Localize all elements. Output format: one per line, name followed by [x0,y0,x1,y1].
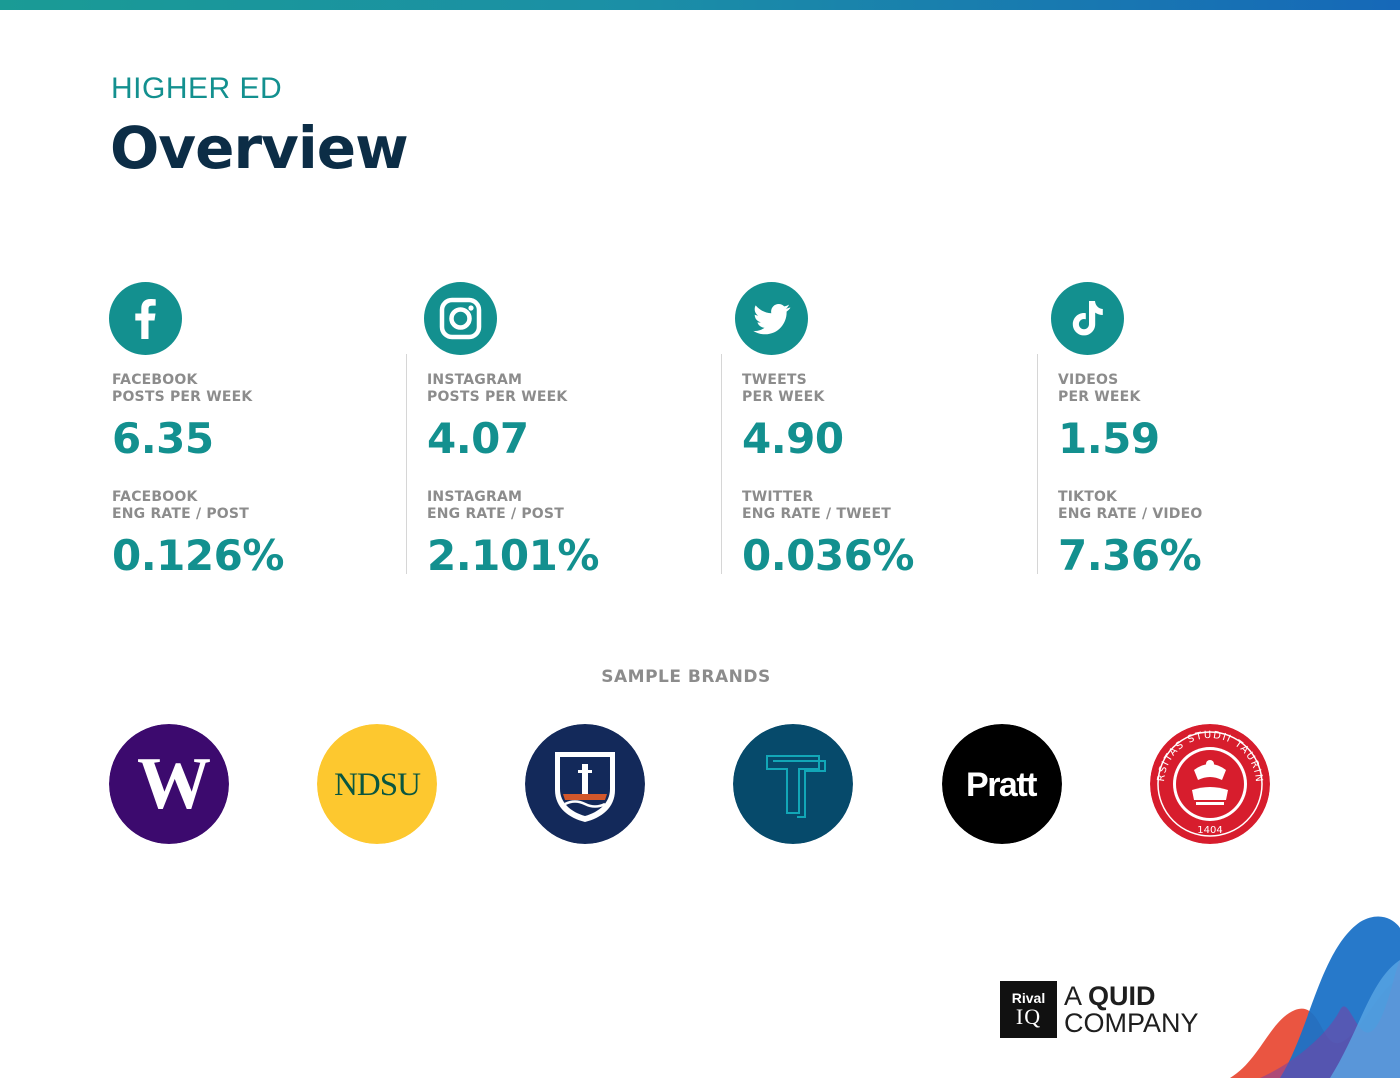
page-title: Overview [110,114,409,182]
t-logo [733,724,853,844]
rival-iq-mark: Rival IQ [1000,981,1057,1038]
sample-brands-heading: SAMPLE BRANDS [601,667,771,687]
twitter-stats: TWEETS PER WEEK 4.90 TWITTER ENG RATE / TW… [721,282,1039,582]
pratt-logo: Pratt [942,724,1062,844]
ndsu-logo-text: NDSU [334,767,421,803]
twitter-eng-label: TWITTER ENG RATE / TWEET [742,489,892,522]
twitter-icon [735,282,808,355]
instagram-posts-value: 4.07 [427,414,529,463]
svg-text:1404: 1404 [1197,825,1222,836]
facebook-posts-label: FACEBOOK POSTS PER WEEK [112,372,253,405]
section-kicker: HIGHER ED [111,72,283,105]
instagram-icon [424,282,497,355]
tiktok-icon [1051,282,1124,355]
top-accent-bar [0,0,1400,10]
shield-lighthouse-logo [525,724,645,844]
tweets-per-week-label: TWEETS PER WEEK [742,372,825,405]
decorative-waves [1230,916,1400,1078]
tiktok-eng-label: TIKTOK ENG RATE / VIDEO [1058,489,1203,522]
facebook-eng-value: 0.126% [112,531,284,580]
tiktok-eng-value: 7.36% [1058,531,1202,580]
torino-seal-logo: UNIVERSITAS STUDII TAURINENSIS 1404 [1150,724,1270,844]
pratt-logo-text: Pratt [966,766,1037,804]
rival-iq-quid-logo: Rival IQ A QUID COMPANY [1000,981,1199,1038]
instagram-eng-label: INSTAGRAM ENG RATE / POST [427,489,564,522]
twitter-eng-value: 0.036% [742,531,914,580]
facebook-stats: FACEBOOK POSTS PER WEEK 6.35 FACEBOOK ENG … [109,282,409,582]
facebook-eng-label: FACEBOOK ENG RATE / POST [112,489,249,522]
washington-logo-letter: W [137,743,211,825]
instagram-posts-label: INSTAGRAM POSTS PER WEEK [427,372,568,405]
facebook-posts-value: 6.35 [112,414,214,463]
instagram-stats: INSTAGRAM POSTS PER WEEK 4.07 INSTAGRAM EN… [406,282,724,582]
washington-logo: W [109,724,229,844]
videos-per-week-value: 1.59 [1058,414,1160,463]
instagram-eng-value: 2.101% [427,531,599,580]
tweets-per-week-value: 4.90 [742,414,844,463]
quid-company-text: A QUID COMPANY [1064,980,1199,1038]
tiktok-stats: VIDEOS PER WEEK 1.59 TIKTOK ENG RATE / VID… [1037,282,1355,582]
facebook-icon [109,282,182,355]
ndsu-logo: NDSU [317,724,437,844]
videos-per-week-label: VIDEOS PER WEEK [1058,372,1141,405]
